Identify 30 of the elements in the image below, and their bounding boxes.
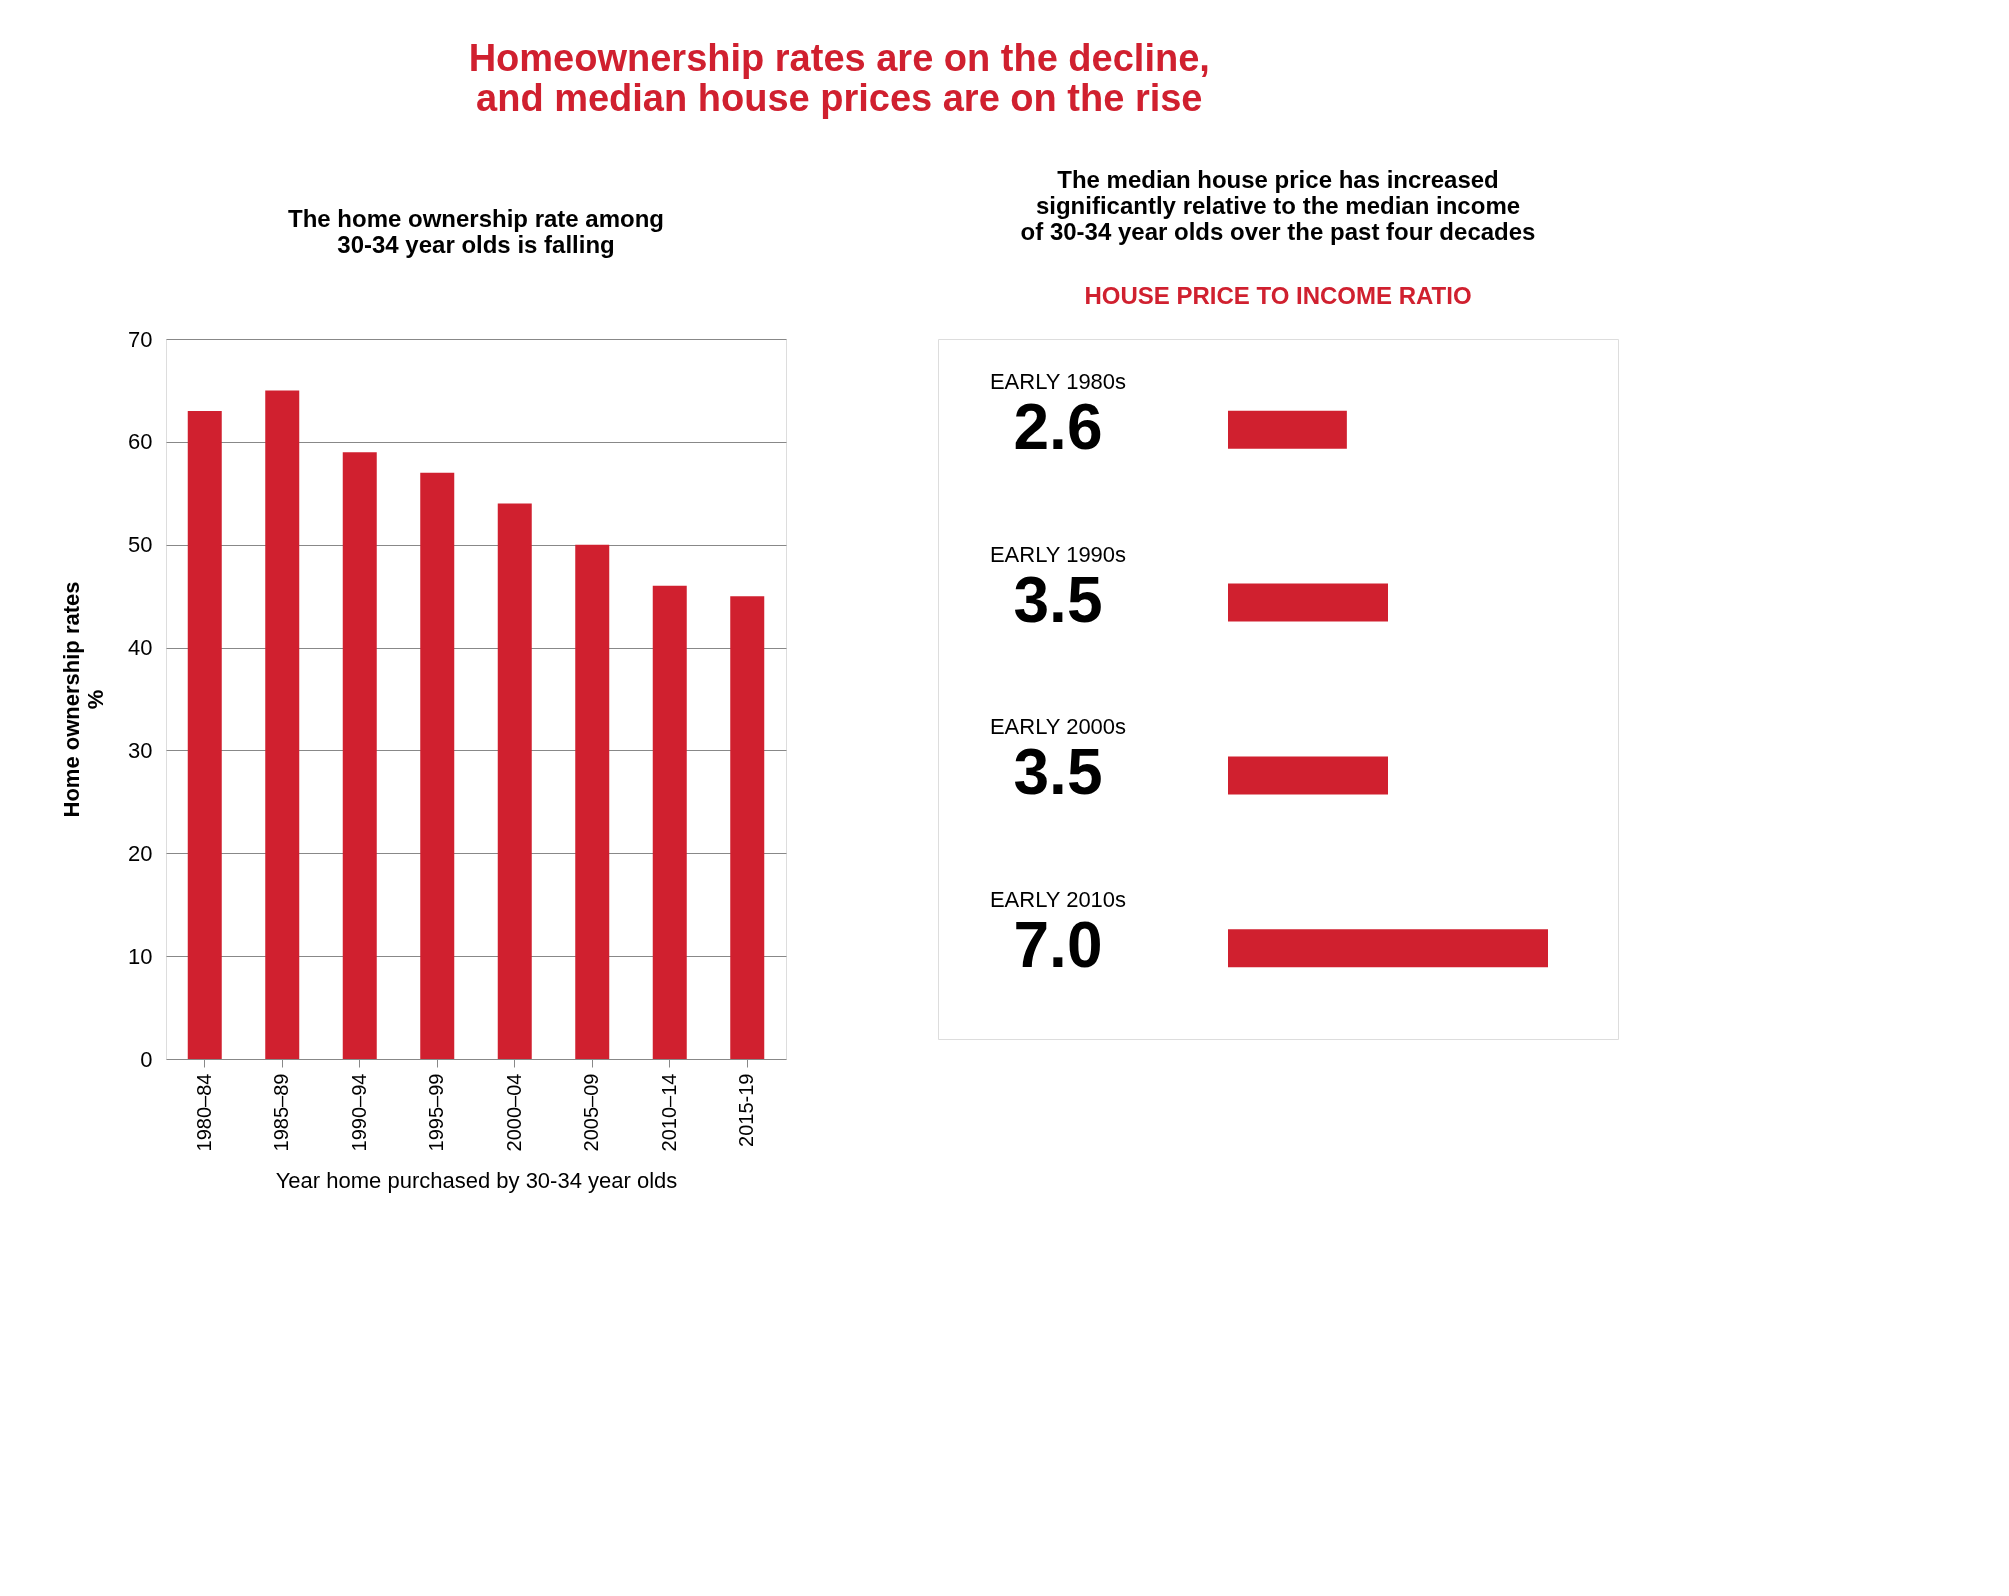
bar <box>342 452 377 1059</box>
x-tick-label: 2005–09 <box>580 1073 603 1152</box>
x-tick-label: 2000–04 <box>502 1073 525 1152</box>
bar <box>187 411 222 1059</box>
x-tick-label: 1990–94 <box>347 1073 370 1152</box>
y-tick-label: 70 <box>128 326 153 352</box>
chart-subtitle: HOUSE PRICE TO INCOME RATIO <box>1084 282 1472 309</box>
text: Homeownership rates are on the decline, and median house prices are on the rise <box>468 36 1210 119</box>
y-tick-label: 10 <box>128 943 153 969</box>
chart-title: The home ownership rate among 30-34 year olds is falling <box>287 205 665 258</box>
y-tick-label: 50 <box>128 532 153 558</box>
x-tick-label: 1985–89 <box>270 1073 293 1152</box>
x-tick-label: 2010–14 <box>657 1073 680 1152</box>
y-axis-title: Home ownership rates % <box>59 581 109 818</box>
bar <box>575 544 610 1059</box>
y-tick-label: 20 <box>128 840 153 866</box>
bar <box>420 472 455 1059</box>
bar <box>497 503 532 1059</box>
chart-title: The median house price has increased significantly relative to the median income of 30-34 year olds over the past four decades <box>1020 166 1536 245</box>
y-tick-label: 30 <box>128 737 153 763</box>
y-tick-label: 60 <box>128 429 153 455</box>
y-tick-label: 0 <box>140 1046 153 1072</box>
x-tick-label: 2015-19 <box>735 1073 758 1147</box>
bar <box>265 390 300 1059</box>
x-axis-title: Year home purchased by 30-34 year olds <box>275 1168 678 1194</box>
y-tick-label: 40 <box>128 635 153 661</box>
bar <box>730 596 765 1059</box>
x-tick-label: 1980–84 <box>192 1073 215 1152</box>
bar <box>652 585 687 1059</box>
x-tick-label: 1995–99 <box>425 1073 448 1152</box>
